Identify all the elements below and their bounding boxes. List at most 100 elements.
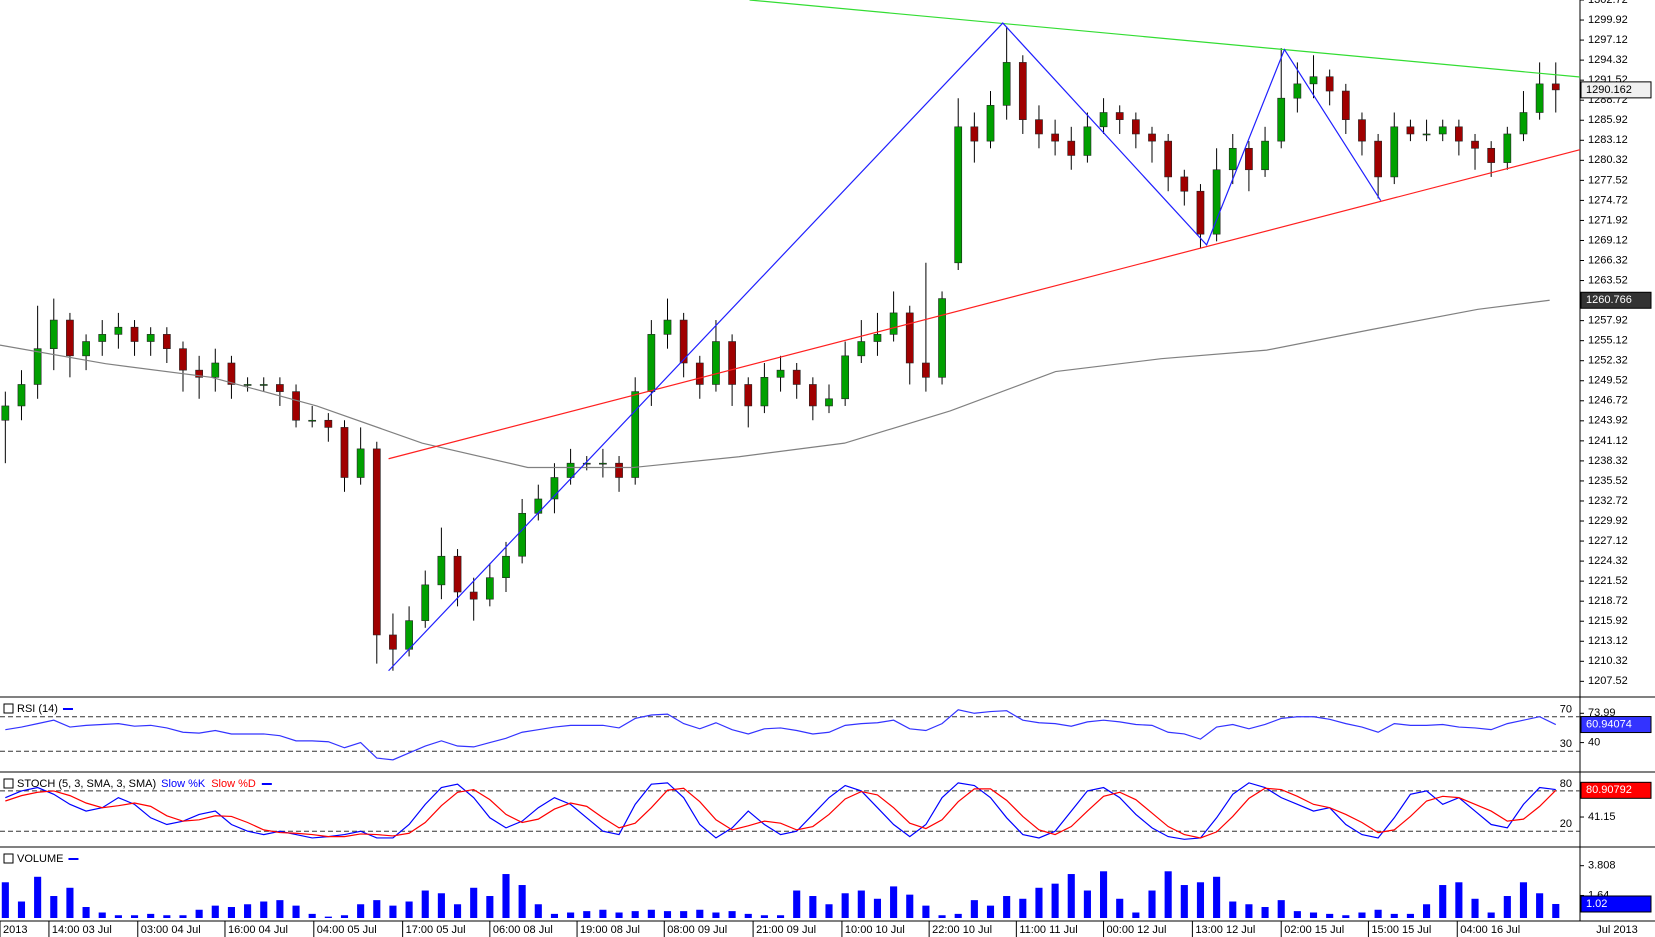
volume-bar	[873, 898, 882, 918]
volume-bar	[1229, 901, 1237, 918]
candle-body	[1132, 119, 1140, 135]
candle-body	[1519, 112, 1528, 135]
x-tick-label: 14:00 03 Jul	[52, 924, 112, 936]
candle-body	[1099, 112, 1108, 128]
candle-body	[615, 462, 623, 478]
y-tick-label: 1299.92	[1588, 14, 1628, 26]
candle-body	[1390, 126, 1399, 178]
indicator-line	[5, 787, 1557, 839]
candle-body	[905, 312, 914, 364]
candle-body	[405, 620, 413, 650]
panel-title: STOCH (5, 3, SMA, 3, SMA)	[17, 778, 156, 790]
candle-body	[211, 362, 220, 378]
y-tick-label: 40	[1588, 736, 1600, 748]
y-tick-label: 3.808	[1588, 860, 1616, 872]
volume-bar	[437, 893, 445, 918]
panel-toggle	[3, 853, 14, 864]
candle-body	[1438, 126, 1447, 135]
volume-bar	[986, 905, 995, 918]
candle-body	[825, 398, 833, 407]
volume-bar	[486, 896, 494, 918]
candle-body	[857, 341, 866, 357]
last-value-label: 60.94074	[1586, 718, 1632, 730]
volume-bar	[1406, 913, 1414, 918]
x-tick-label: 06:00 08 Jul	[493, 924, 553, 936]
volume-bar	[1309, 912, 1318, 918]
y-tick-label: 1271.92	[1588, 214, 1628, 226]
volume-bar	[260, 901, 268, 918]
volume-bar	[1326, 913, 1334, 918]
volume-bar	[470, 887, 478, 918]
volume-bar	[195, 909, 203, 918]
volume-bar	[66, 887, 74, 918]
volume-bar	[179, 915, 187, 918]
candle-body	[195, 369, 203, 378]
level-label: 30	[1560, 738, 1572, 750]
indicator-line	[5, 709, 1557, 761]
volume-bar	[567, 912, 575, 918]
candle-body	[1212, 169, 1221, 235]
candle-body	[1164, 140, 1173, 178]
y-tick-label: 1249.52	[1588, 375, 1628, 387]
y-tick-label: 1227.12	[1588, 535, 1628, 547]
y-tick-label: 1232.72	[1588, 495, 1628, 507]
volume-bar	[518, 885, 526, 918]
legend-entry: Slow %K	[161, 778, 206, 790]
candle-body	[647, 334, 656, 392]
candle-body	[1535, 83, 1544, 113]
volume-bar	[130, 915, 139, 918]
candle-body	[485, 577, 494, 600]
y-tick-label: 41.15	[1588, 811, 1616, 823]
volume-bar	[647, 909, 655, 918]
last-value-box	[1580, 716, 1652, 734]
volume-bar	[340, 915, 349, 918]
volume-bar	[1487, 912, 1495, 918]
volume-bar	[244, 904, 252, 918]
volume-bar	[98, 912, 106, 918]
x-tick-label: 17:00 05 Jul	[406, 924, 466, 936]
level-label: 20	[1560, 818, 1572, 830]
volume-bar	[1067, 874, 1075, 918]
candle-body	[1277, 97, 1286, 142]
y-tick-label: 1274.72	[1588, 194, 1628, 206]
volume-bar	[841, 893, 849, 918]
candle-body	[1035, 119, 1043, 135]
volume-bar	[744, 913, 752, 918]
candle-body	[1148, 133, 1156, 142]
volume-bar	[1213, 876, 1221, 918]
candle-body	[1051, 133, 1059, 142]
candle-body	[631, 391, 640, 478]
candle-body	[1083, 126, 1092, 156]
volume-bar	[1180, 885, 1188, 918]
last-value-label: 1.02	[1586, 898, 1607, 910]
volume-bar	[599, 909, 607, 918]
last-value-box	[1580, 781, 1652, 799]
volume-bar	[389, 905, 397, 918]
candle-body	[66, 319, 74, 357]
y-tick-label: 1229.92	[1588, 515, 1628, 527]
y-tick-label: 1238.32	[1588, 455, 1628, 467]
candle-body	[437, 555, 446, 586]
candle-body	[744, 384, 753, 407]
x-tick-label: 2013	[3, 924, 27, 936]
x-tick-label: 15:00 15 Jul	[1371, 924, 1431, 936]
candle-body	[146, 334, 155, 342]
candle-body	[1422, 133, 1431, 136]
level-label: 70	[1560, 704, 1572, 716]
volume-bar	[615, 912, 623, 918]
volume-bar	[1100, 871, 1108, 918]
candle-body	[259, 384, 268, 386]
volume-bar	[50, 896, 58, 918]
candle-body	[1115, 112, 1124, 120]
candle-body	[179, 348, 187, 371]
volume-bar	[809, 896, 817, 918]
candle-body	[1261, 140, 1269, 171]
volume-bar	[453, 904, 462, 918]
candle-body	[792, 369, 801, 385]
y-tick-label: 1280.32	[1588, 154, 1628, 166]
candle-body	[1487, 147, 1496, 163]
volume-bar	[17, 901, 26, 918]
volume-bar	[1293, 911, 1301, 918]
candle-body	[502, 555, 510, 579]
